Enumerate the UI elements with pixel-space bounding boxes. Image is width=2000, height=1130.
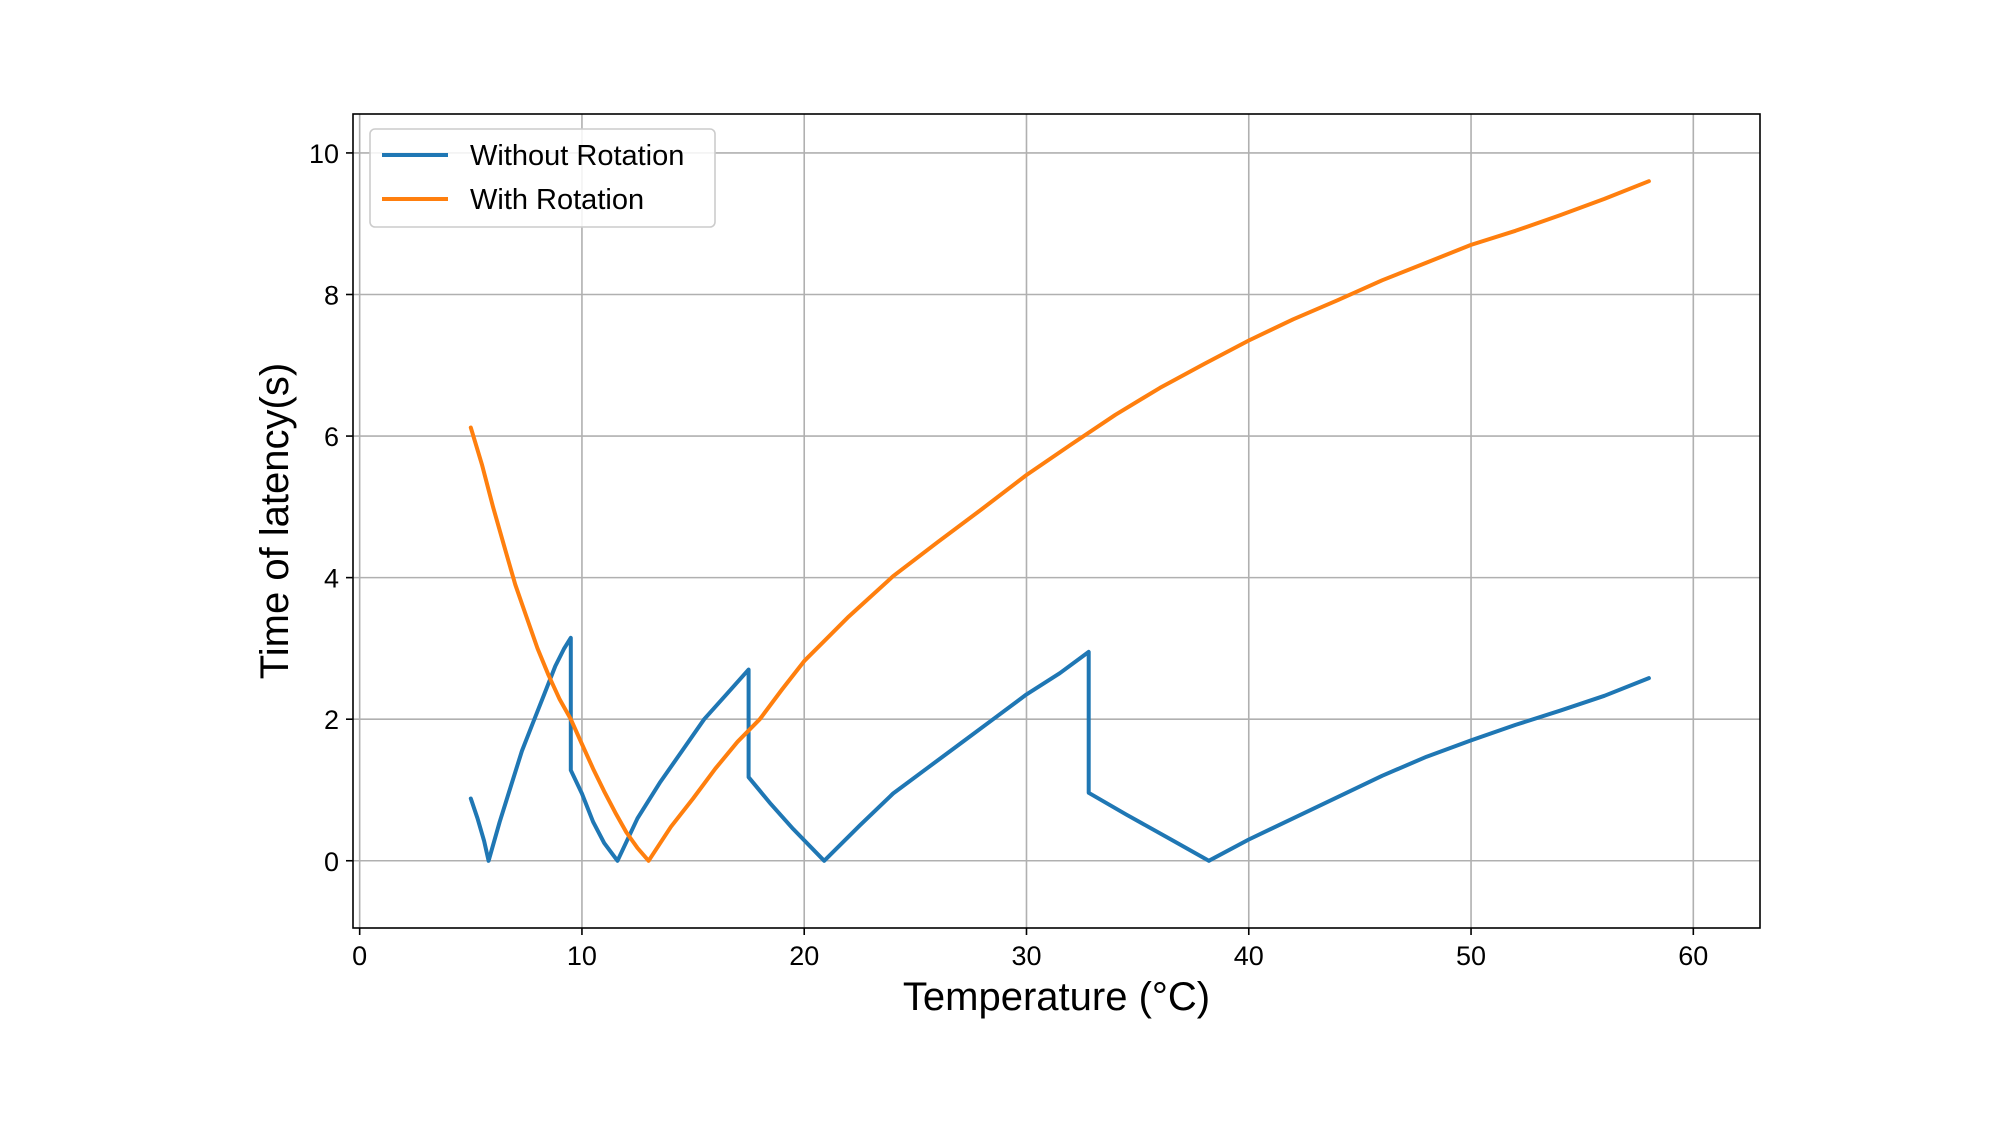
y-tick-label: 2 xyxy=(324,705,339,735)
x-tick-label: 0 xyxy=(352,941,367,971)
x-tick-label: 10 xyxy=(567,941,597,971)
legend-label-without-rotation: Without Rotation xyxy=(470,140,684,172)
x-axis-label: Temperature (°C) xyxy=(903,975,1210,1019)
x-tick-label: 50 xyxy=(1456,941,1486,971)
x-tick-label: 60 xyxy=(1678,941,1708,971)
x-tick-label: 40 xyxy=(1234,941,1264,971)
x-tick-label: 30 xyxy=(1011,941,1041,971)
grid-lines xyxy=(353,114,1760,928)
y-tick-label: 4 xyxy=(324,564,339,594)
series-lines xyxy=(468,179,1651,863)
y-tick-label: 6 xyxy=(324,422,339,452)
y-tick-label: 0 xyxy=(324,847,339,877)
legend-label-with-rotation: With Rotation xyxy=(470,184,644,216)
axis-ticks: 0 10 20 30 40 50 60 0 2 4 6 8 10 xyxy=(309,139,1708,971)
legend-box xyxy=(369,128,716,228)
series-line-without-rotation xyxy=(468,635,1651,863)
series-line-with-rotation xyxy=(468,179,1651,863)
y-axis-label: Time of latency(s) xyxy=(253,363,297,679)
x-tick-label: 20 xyxy=(789,941,819,971)
y-tick-label: 8 xyxy=(324,280,339,310)
plot-frame xyxy=(352,113,1761,929)
y-tick-label: 10 xyxy=(309,139,339,169)
legend: Without Rotation With Rotation xyxy=(369,128,716,228)
